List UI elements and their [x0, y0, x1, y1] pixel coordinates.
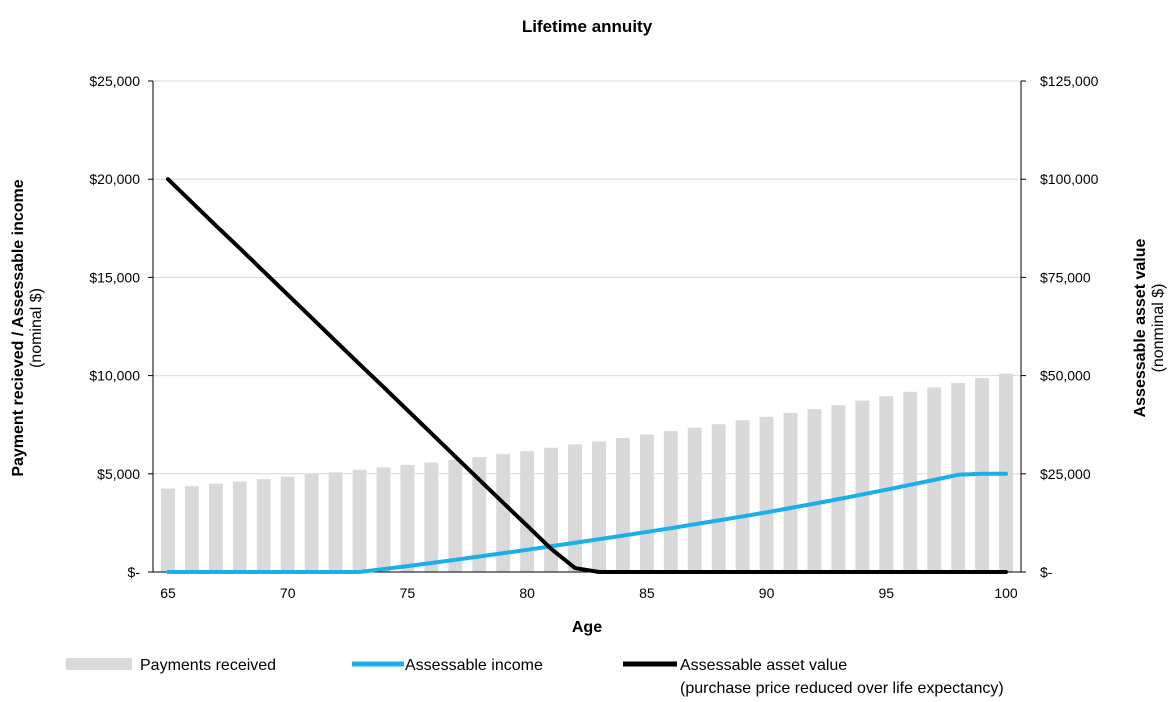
left-tick-label: $15,000 — [89, 269, 140, 285]
bar — [808, 409, 822, 572]
bar — [664, 431, 678, 572]
left-tick-label: $5,000 — [97, 466, 140, 482]
right-tick-label: $25,000 — [1040, 466, 1091, 482]
bar — [233, 482, 247, 572]
bar — [520, 451, 534, 572]
right-axis-subtitle: (nonminal $) — [1150, 284, 1167, 373]
x-ticks: 65 70 75 80 85 90 95 100 — [160, 585, 1018, 601]
left-tick-label: $20,000 — [89, 171, 140, 187]
bar — [353, 470, 367, 572]
bar — [592, 441, 606, 572]
bar — [281, 477, 295, 572]
bar — [329, 472, 343, 572]
x-tick-label: 80 — [519, 585, 535, 601]
legend-label-payments: Payments received — [140, 657, 276, 674]
right-tick-label: $100,000 — [1040, 171, 1099, 187]
bar — [736, 420, 750, 572]
right-axis-title-group: Assessable asset value (nonminal $) — [1132, 239, 1167, 418]
bar — [257, 479, 271, 572]
right-tick-label: $- — [1040, 564, 1053, 580]
bar — [784, 413, 798, 572]
right-tick-label: $50,000 — [1040, 368, 1091, 384]
bar — [568, 444, 582, 572]
bar — [855, 401, 869, 572]
legend-label-asset: Assessable asset value — [680, 657, 847, 674]
bar — [760, 417, 774, 572]
legend: Payments received Assessable income Asse… — [66, 657, 1004, 697]
left-axis-subtitle: (nominal $) — [28, 288, 45, 368]
bar — [688, 428, 702, 572]
bar — [161, 489, 175, 572]
right-tick-label: $125,000 — [1040, 73, 1099, 89]
bar — [640, 435, 654, 572]
x-tick-label: 70 — [280, 585, 296, 601]
bar — [831, 405, 845, 572]
x-tick-label: 100 — [994, 585, 1018, 601]
bar — [448, 460, 462, 572]
x-tick-label: 75 — [400, 585, 416, 601]
x-tick-label: 90 — [759, 585, 775, 601]
left-axis-title-group: Payment recieved / Assessable income (no… — [10, 179, 45, 476]
bar — [185, 486, 199, 572]
left-axis-title: Payment recieved / Assessable income — [10, 179, 27, 476]
left-tick-label: $- — [128, 564, 141, 580]
right-axis-title: Assessable asset value — [1132, 239, 1149, 418]
bar — [209, 484, 223, 572]
bar — [712, 424, 726, 572]
x-tick-label: 65 — [160, 585, 176, 601]
left-y-ticks: $- $5,000 $10,000 $15,000 $20,000 $25,000 — [89, 73, 153, 580]
x-axis-title: Age — [572, 619, 602, 636]
legend-label-income: Assessable income — [405, 657, 543, 674]
x-tick-label: 85 — [639, 585, 655, 601]
right-y-ticks: $- $25,000 $50,000 $75,000 $100,000 $125,000 — [1021, 73, 1099, 580]
chart-title: Lifetime annuity — [522, 17, 653, 36]
left-tick-label: $10,000 — [89, 368, 140, 384]
right-tick-label: $75,000 — [1040, 269, 1091, 285]
bar — [616, 438, 630, 572]
bar — [305, 474, 319, 572]
bar — [400, 465, 414, 572]
bar — [424, 463, 438, 572]
bar — [377, 467, 391, 572]
left-tick-label: $25,000 — [89, 73, 140, 89]
bar — [879, 396, 893, 572]
legend-label-asset-line2: (purchase price reduced over life expect… — [680, 680, 1004, 697]
legend-swatch-payments — [66, 658, 132, 670]
x-tick-label: 95 — [878, 585, 894, 601]
